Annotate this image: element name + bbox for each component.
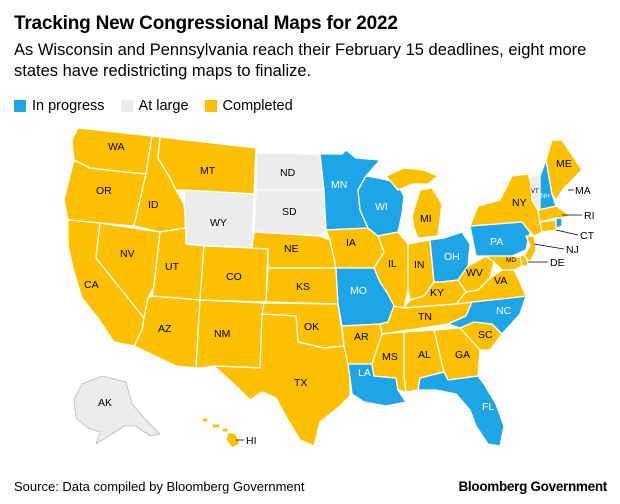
label-CT: CT: [580, 230, 595, 242]
label-DE: DE: [550, 257, 565, 269]
label-WY: WY: [210, 217, 227, 229]
leader-NJ: [533, 243, 565, 250]
label-TX: TX: [294, 377, 307, 389]
label-MD: MD: [506, 257, 516, 264]
label-PA: PA: [490, 236, 503, 248]
state-TX: [213, 313, 351, 447]
label-OH: OH: [444, 251, 460, 263]
label-NH: NH: [541, 194, 550, 200]
legend-swatch-in-progress: [14, 100, 26, 112]
label-KY: KY: [430, 287, 444, 299]
label-NE: NE: [284, 243, 299, 255]
label-WV: WV: [466, 267, 483, 279]
state-ME: [545, 139, 583, 201]
label-HI: HI: [246, 435, 257, 447]
state-WI: [357, 175, 405, 237]
legend-item-completed: Completed: [204, 98, 293, 114]
brand-logo: Bloomberg Government: [458, 479, 607, 494]
label-MT: MT: [200, 165, 216, 177]
chart-title: Tracking New Congressional Maps for 2022: [14, 13, 398, 34]
legend-label-completed: Completed: [222, 98, 293, 114]
label-CA: CA: [84, 279, 99, 291]
label-UT: UT: [165, 261, 180, 273]
label-VT: VT: [531, 189, 539, 195]
label-KS: KS: [296, 281, 310, 293]
label-AK: AK: [98, 397, 112, 409]
state-UP: [385, 167, 439, 191]
leader-CT: [555, 229, 579, 236]
state-FL: [417, 371, 505, 447]
state-NC: [447, 295, 527, 335]
state-MA: [537, 205, 571, 223]
label-MI: MI: [420, 213, 432, 225]
label-OK: OK: [304, 321, 319, 333]
state-HI-4: [225, 431, 241, 449]
chart-subtitle: As Wisconsin and Pennsylvania reach thei…: [14, 41, 587, 80]
label-MA: MA: [575, 185, 591, 197]
legend-label-at-large: At large: [138, 98, 189, 114]
legend: In progress At large Completed: [14, 98, 293, 114]
state-SD: [253, 189, 327, 237]
us-map: WA OR CA ID NV MT WY UT CO AZ NM ND SD N…: [63, 127, 595, 449]
label-TN: TN: [418, 311, 432, 323]
label-GA: GA: [455, 349, 470, 361]
label-ND: ND: [280, 167, 296, 179]
label-NC: NC: [496, 305, 512, 317]
label-RI: RI: [584, 210, 595, 222]
label-FL: FL: [482, 401, 494, 413]
state-AK: [73, 375, 161, 445]
label-ID: ID: [148, 199, 159, 211]
label-OR: OR: [96, 185, 112, 197]
label-NY: NY: [512, 197, 527, 209]
state-HI-2: [211, 423, 221, 429]
label-MS: MS: [382, 351, 398, 363]
label-VA: VA: [494, 275, 507, 287]
label-CO: CO: [226, 271, 242, 283]
label-IL: IL: [388, 258, 397, 270]
label-AL: AL: [418, 349, 431, 361]
label-WI: WI: [375, 201, 388, 213]
label-IA: IA: [346, 237, 356, 249]
label-MO: MO: [350, 285, 367, 297]
label-AZ: AZ: [158, 323, 172, 335]
label-NM: NM: [214, 328, 230, 340]
label-MN: MN: [331, 179, 347, 191]
state-MD: [485, 255, 523, 271]
legend-label-in-progress: In progress: [32, 98, 105, 114]
legend-swatch-completed: [204, 100, 217, 112]
label-WA: WA: [108, 141, 125, 153]
label-AR: AR: [354, 331, 369, 343]
legend-item-at-large: At large: [120, 98, 189, 114]
state-MS: [371, 331, 407, 393]
label-LA: LA: [358, 367, 371, 379]
label-NV: NV: [120, 248, 135, 260]
label-ME: ME: [556, 158, 572, 170]
legend-swatch-at-large: [120, 100, 133, 112]
label-NJ: NJ: [566, 244, 579, 256]
source-note: Source: Data compiled by Bloomberg Gover…: [14, 479, 305, 494]
legend-item-in-progress: In progress: [14, 98, 105, 114]
label-SC: SC: [478, 329, 493, 341]
state-HI-1: [201, 417, 209, 423]
label-IN: IN: [414, 259, 425, 271]
state-RI: [555, 217, 563, 229]
state-HI-3: [221, 427, 229, 433]
state-MI: [411, 187, 443, 239]
label-SD: SD: [282, 206, 297, 218]
